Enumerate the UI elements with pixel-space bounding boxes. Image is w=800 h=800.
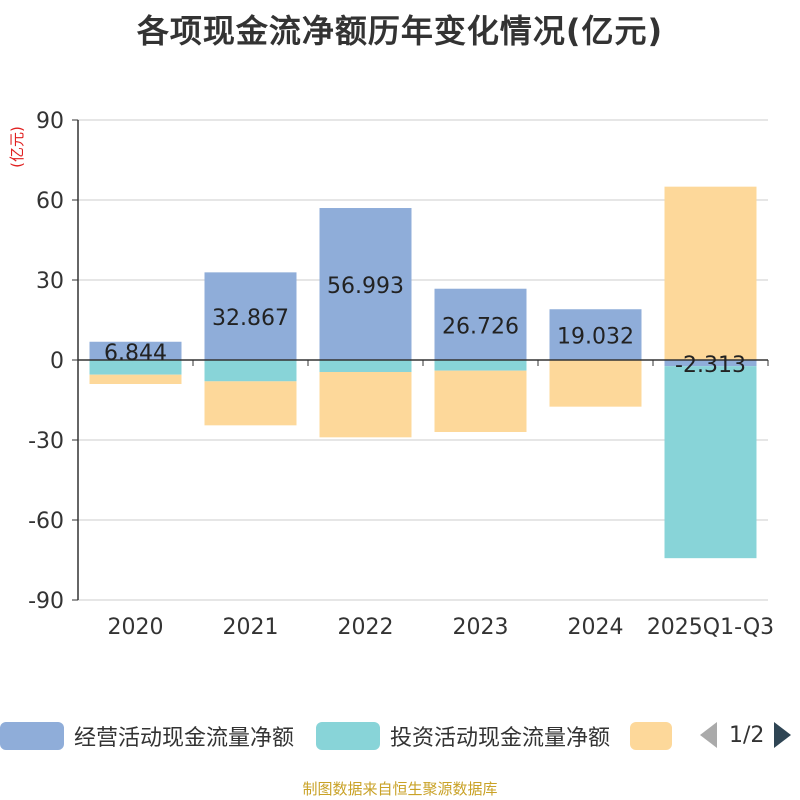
legend-item-financing[interactable] [630,722,682,750]
prev-page-icon[interactable] [700,722,717,748]
bar-series0-2023 [434,288,527,360]
bar-series0-2020 [89,341,182,360]
data-label-2023: 26.726 [442,314,519,339]
bar-series2-2023 [434,370,527,432]
chart-area: 90 60 30 0 -30 -60 -90 (亿元) 2020 2021 2022 2023 2024… [8,109,774,640]
bar-series2-2025Q1-Q3 [664,186,757,360]
bar-series2-2022 [319,372,412,438]
bar-series0-2021 [204,272,297,360]
legend-item-operating[interactable]: 经营活动现金流量净额 [0,720,294,752]
data-label-2021: 32.867 [212,306,289,331]
source-footer: 制图数据来自恒生聚源数据库 [302,780,498,798]
data-label-2024: 19.032 [557,325,634,350]
bar-series0-2022 [319,208,412,360]
next-page-icon[interactable] [774,722,792,748]
y-tick-label-5: -60 [28,509,64,534]
legend-swatch-investing [316,722,381,750]
y-axis-title: (亿元) [8,126,26,168]
y-tick-label-6: -90 [28,589,64,614]
bar-series1-2021 [204,360,297,382]
legend-swatch-financing [630,722,673,750]
y-tick-label-3: 0 [50,349,64,374]
legend-page-number: 1/2 [729,722,765,748]
chart-title: 各项现金流净额历年变化情况(亿元) [136,12,664,50]
x-tick-label-2023: 2023 [453,615,509,640]
legend-item-investing[interactable]: 投资活动现金流量净额 [316,720,610,752]
y-tick-label-2: 30 [36,269,64,294]
legend-label-operating: 经营活动现金流量净额 [74,726,295,751]
legend-label-investing: 投资活动现金流量净额 [390,726,611,751]
legend-pager: 1/2 [700,722,792,748]
data-label-2025Q1-Q3: -2.313 [675,353,746,378]
bar-series0-2025Q1-Q3 [664,360,757,367]
x-tick-label-2024: 2024 [568,615,624,640]
x-tick-label-2020: 2020 [108,615,164,640]
data-label-2020: 6.844 [104,341,167,366]
x-tick-label-2025Q1-Q3: 2025Q1-Q3 [647,615,774,640]
legend: 经营活动现金流量净额 投资活动现金流量净额 1/2 [0,716,800,756]
bar-series2-2020 [89,374,182,384]
y-tick-label-0: 90 [36,109,64,134]
bar-series1-2022 [319,360,412,372]
bar-series0-2024 [549,309,642,360]
bar-series1-2020 [89,360,182,375]
y-tick-label-4: -30 [28,429,64,454]
bar-series1-2023 [434,360,527,371]
x-tick-label-2021: 2021 [223,615,279,640]
data-label-2022: 56.993 [327,274,404,299]
bar-series1-2025Q1-Q3 [664,366,757,559]
y-tick-label-1: 60 [36,189,64,214]
bar-series2-2021 [204,381,297,426]
x-tick-label-2022: 2022 [338,615,394,640]
bar-series2-2024 [549,360,642,407]
legend-swatch-operating [0,722,64,750]
